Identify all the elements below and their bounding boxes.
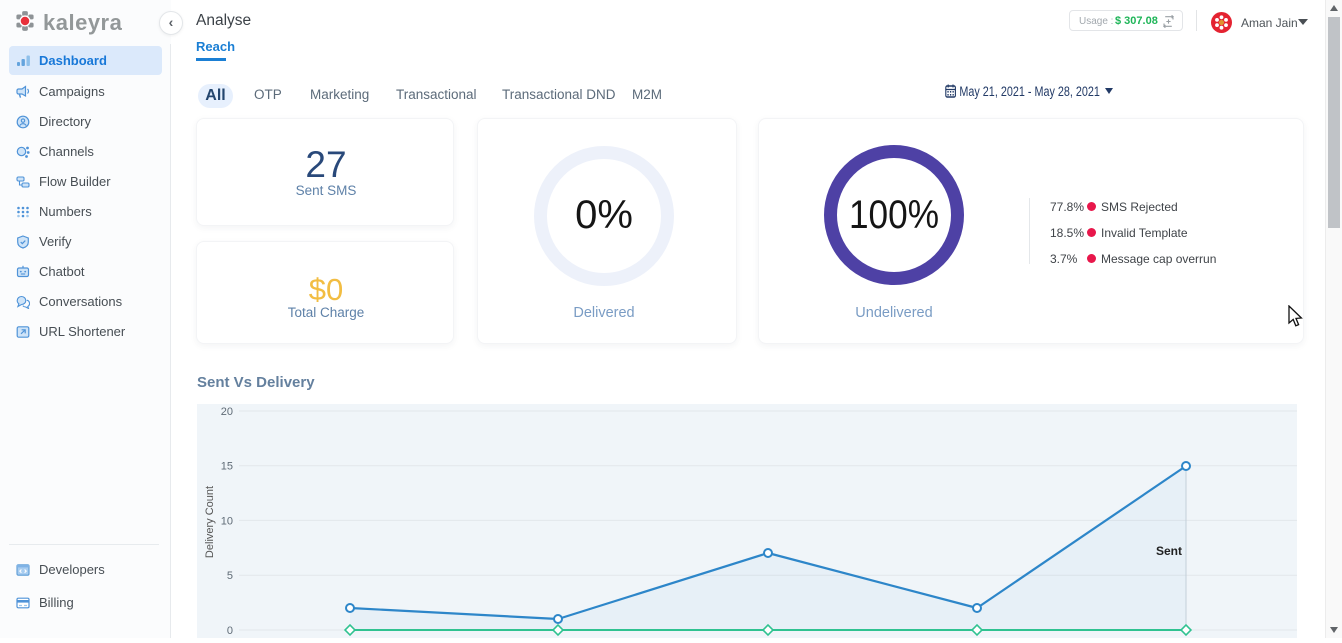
svg-text:10: 10: [221, 515, 233, 527]
svg-text:Sent: Sent: [1156, 544, 1182, 558]
svg-text:5: 5: [227, 570, 233, 582]
svg-text:Delivery Count: Delivery Count: [204, 486, 216, 558]
svg-text:20: 20: [221, 406, 233, 418]
svg-text:15: 15: [221, 461, 233, 473]
svg-text:0: 0: [227, 625, 233, 637]
